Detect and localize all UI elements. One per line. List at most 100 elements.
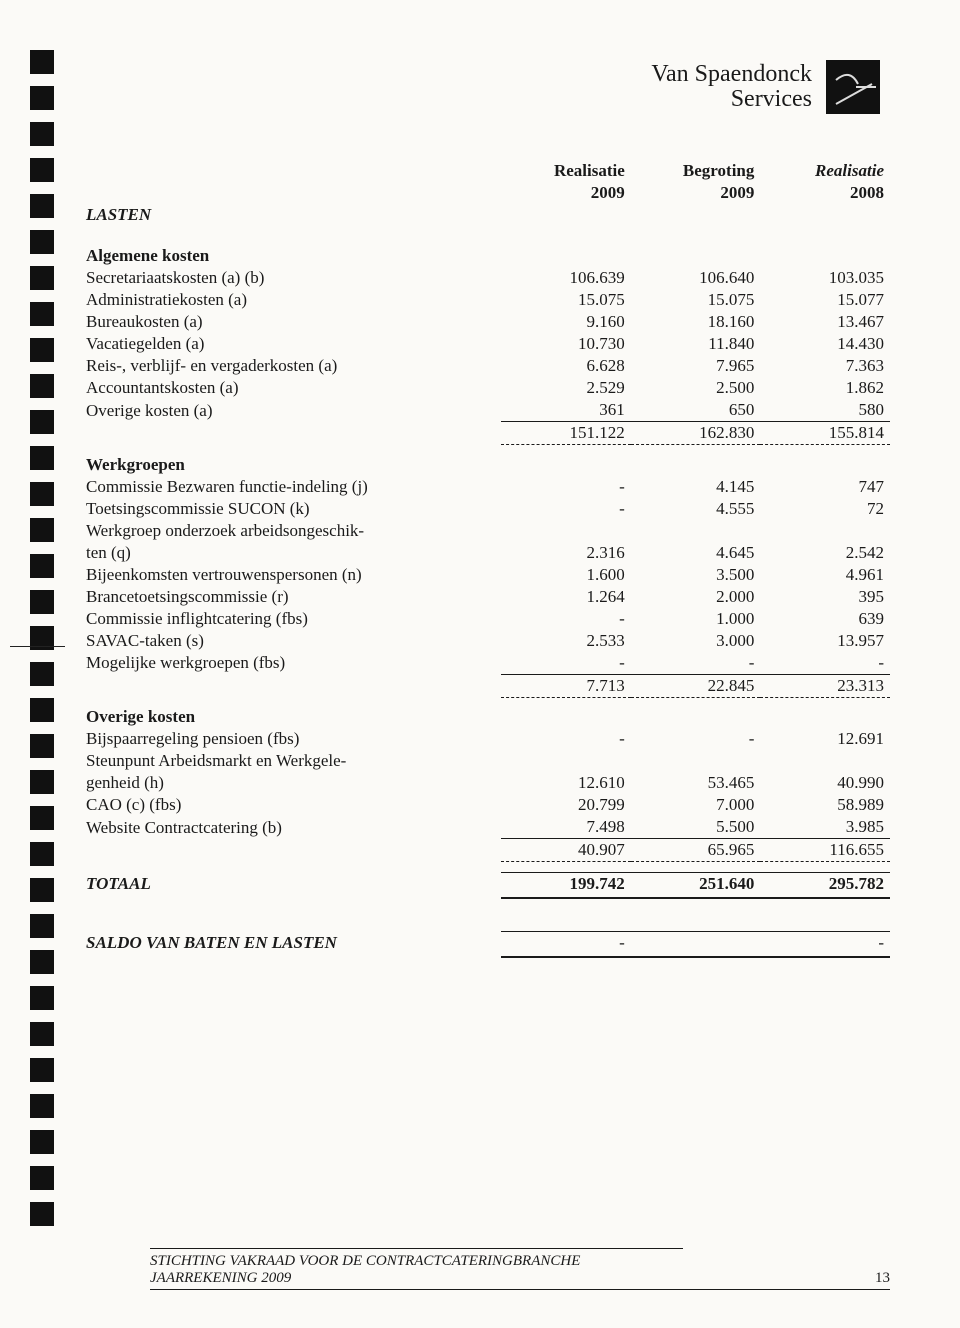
table-row: ten (q)2.3164.6452.542 (80, 542, 890, 564)
table-row: CAO (c) (fbs)20.7997.00058.989 (80, 794, 890, 816)
row-v1: 9.160 (501, 311, 631, 333)
table-row: Toetsingscommissie SUCON (k)-4.55572 (80, 498, 890, 520)
row-label: Bureaukosten (a) (80, 311, 501, 333)
table-row: Reis-, verblijf- en vergaderkosten (a)6.… (80, 355, 890, 377)
row-v1: 6.628 (501, 355, 631, 377)
row-label: Overige kosten (a) (80, 399, 501, 422)
row-v1: 1.600 (501, 564, 631, 586)
subtotal-algemene-v3: 155.814 (760, 422, 890, 445)
row-v3: 15.077 (760, 289, 890, 311)
row-v1: - (501, 608, 631, 630)
row-label: Werkgroep onderzoek arbeidsongeschik- (80, 520, 501, 542)
row-v1 (501, 520, 631, 542)
row-v2: 18.160 (631, 311, 761, 333)
section-werkgroepen: Werkgroepen (80, 445, 501, 476)
row-v3: - (760, 652, 890, 675)
row-v2 (631, 520, 761, 542)
row-v2: - (631, 652, 761, 675)
row-v3: 72 (760, 498, 890, 520)
table-row: Secretariaatskosten (a) (b)106.639106.64… (80, 267, 890, 289)
row-v1: - (501, 652, 631, 675)
row-label: genheid (h) (80, 772, 501, 794)
row-v3 (760, 520, 890, 542)
col-realisatie-2009: Realisatie (501, 160, 631, 182)
row-v1: - (501, 728, 631, 750)
row-v1: 2.529 (501, 377, 631, 399)
subtotal-werkgroepen-v1: 7.713 (501, 674, 631, 697)
row-v2: 1.000 (631, 608, 761, 630)
row-v2: 106.640 (631, 267, 761, 289)
footer-org: STICHTING VAKRAAD VOOR DE CONTRACTCATERI… (150, 1249, 890, 1270)
row-label: Commissie Bezwaren functie-indeling (j) (80, 476, 501, 498)
totaal-label: TOTAAL (80, 873, 501, 896)
row-v3: 1.862 (760, 377, 890, 399)
row-v3: 7.363 (760, 355, 890, 377)
row-v2: 7.965 (631, 355, 761, 377)
table-row: Werkgroep onderzoek arbeidsongeschik- (80, 520, 890, 542)
row-v2: - (631, 728, 761, 750)
col-year-1: 2009 (501, 182, 631, 204)
subtotal-werkgroepen-v2: 22.845 (631, 674, 761, 697)
table-row: Overige kosten (a)361650580 (80, 399, 890, 422)
row-v3: 14.430 (760, 333, 890, 355)
saldo-label: SALDO VAN BATEN EN LASTEN (80, 932, 501, 955)
row-label: Bijeenkomsten vertrouwenspersonen (n) (80, 564, 501, 586)
saldo-v2 (631, 932, 761, 955)
table-row: Commissie inflightcatering (fbs)-1.00063… (80, 608, 890, 630)
row-v1: 2.533 (501, 630, 631, 652)
row-v2: 15.075 (631, 289, 761, 311)
row-v3: 639 (760, 608, 890, 630)
table-row: Mogelijke werkgroepen (fbs)--- (80, 652, 890, 675)
row-v2: 4.645 (631, 542, 761, 564)
brand-line2: Services (651, 87, 812, 112)
totaal-v3: 295.782 (760, 873, 890, 896)
row-v3: 58.989 (760, 794, 890, 816)
row-label: Reis-, verblijf- en vergaderkosten (a) (80, 355, 501, 377)
row-v1: 7.498 (501, 816, 631, 839)
row-v1 (501, 750, 631, 772)
financial-table: Realisatie Begroting Realisatie 2009 200… (80, 160, 890, 954)
table-row: Steunpunt Arbeidsmarkt en Werkgele- (80, 750, 890, 772)
totaal-v2: 251.640 (631, 873, 761, 896)
col-year-2: 2009 (631, 182, 761, 204)
page: Van Spaendonck Services Realisatie Begro… (0, 0, 960, 1328)
row-v1: - (501, 476, 631, 498)
col-begroting-2009: Begroting (631, 160, 761, 182)
row-label: Steunpunt Arbeidsmarkt en Werkgele- (80, 750, 501, 772)
row-label: Toetsingscommissie SUCON (k) (80, 498, 501, 520)
row-v3: 103.035 (760, 267, 890, 289)
footer-doc: JAARREKENING 2009 (150, 1270, 291, 1287)
binder-marks (30, 50, 56, 1226)
row-v3: 13.467 (760, 311, 890, 333)
page-footer: STICHTING VAKRAAD VOOR DE CONTRACTCATERI… (150, 1248, 890, 1290)
row-v3: 395 (760, 586, 890, 608)
row-v2: 53.465 (631, 772, 761, 794)
table-row: SAVAC-taken (s)2.5333.00013.957 (80, 630, 890, 652)
row-v2 (631, 750, 761, 772)
col-year-3: 2008 (760, 182, 890, 204)
binder-divider (10, 646, 65, 647)
row-v2: 7.000 (631, 794, 761, 816)
row-v2: 3.000 (631, 630, 761, 652)
table-row: Administratiekosten (a)15.07515.07515.07… (80, 289, 890, 311)
table-row: Accountantskosten (a)2.5292.5001.862 (80, 377, 890, 399)
row-label: Administratiekosten (a) (80, 289, 501, 311)
row-label: CAO (c) (fbs) (80, 794, 501, 816)
row-v3: 13.957 (760, 630, 890, 652)
row-v3: 580 (760, 399, 890, 422)
table-row: Commissie Bezwaren functie-indeling (j)-… (80, 476, 890, 498)
row-v3: 4.961 (760, 564, 890, 586)
row-v2: 3.500 (631, 564, 761, 586)
col-realisatie-2008: Realisatie (760, 160, 890, 182)
row-label: SAVAC-taken (s) (80, 630, 501, 652)
row-v3: 2.542 (760, 542, 890, 564)
row-v3: 3.985 (760, 816, 890, 839)
subtotal-overige-v3: 116.655 (760, 839, 890, 862)
row-v2: 4.555 (631, 498, 761, 520)
row-v2: 650 (631, 399, 761, 422)
brand-logo-icon (826, 60, 880, 114)
brand-header: Van Spaendonck Services (80, 60, 890, 114)
row-v2: 2.000 (631, 586, 761, 608)
subtotal-algemene-v2: 162.830 (631, 422, 761, 445)
row-v3 (760, 750, 890, 772)
